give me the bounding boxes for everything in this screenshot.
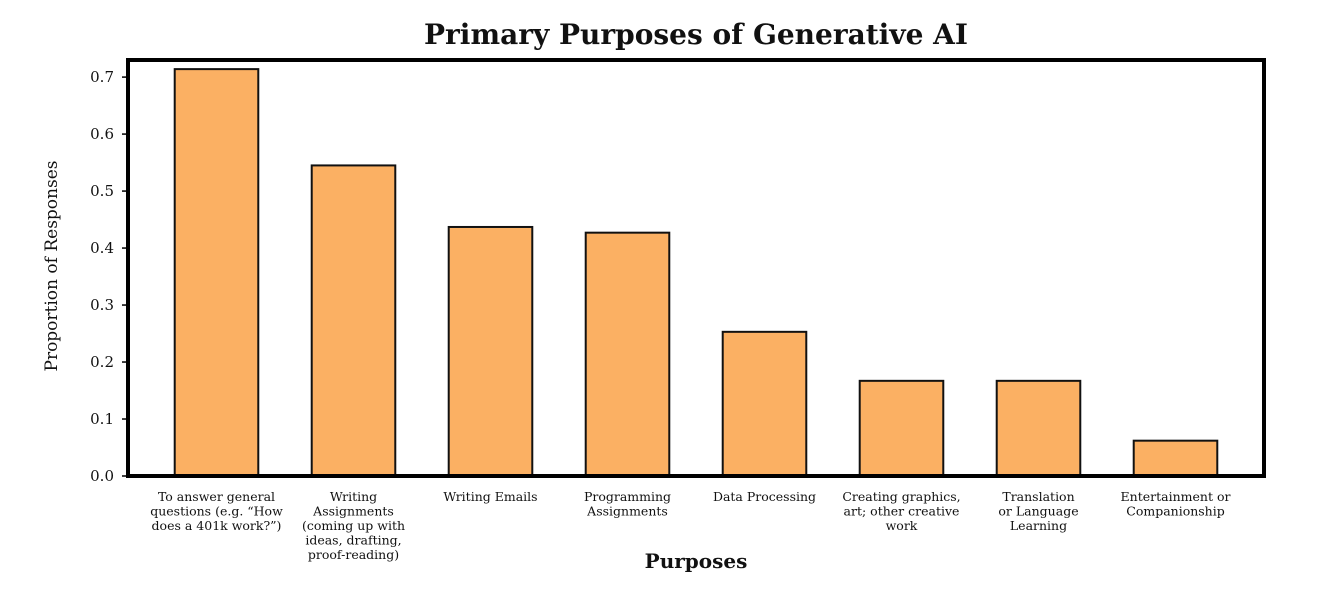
y-tick-label: 0.4: [90, 239, 114, 257]
x-category-label-line: work: [886, 518, 918, 533]
x-category-label-line: Companionship: [1126, 504, 1225, 519]
x-axis-label: Purposes: [645, 549, 748, 573]
x-category-label-line: or Language: [998, 504, 1078, 519]
x-category-label-3: Writing Emails: [443, 489, 537, 504]
x-category-label-2: Writing Assignments (coming up with ideas, …: [302, 489, 405, 562]
x-category-label-line: To answer general: [158, 489, 275, 504]
bar-5: [721, 330, 808, 477]
x-category-label-line: does a 401k work?”): [152, 518, 282, 533]
bar-2: [310, 164, 397, 477]
x-category-label-line: Learning: [1010, 518, 1067, 533]
bar-4: [584, 231, 671, 477]
y-axis-label: Proportion of Responses: [42, 161, 62, 372]
y-tick-label: 0.2: [90, 353, 114, 371]
x-category-label-line: ideas, drafting,: [305, 533, 401, 548]
x-category-label-5: Data Processing: [713, 489, 816, 504]
x-category-label-line: Data Processing: [713, 489, 816, 504]
plot-frame: [126, 58, 1266, 478]
y-tick-label: 0.1: [90, 410, 114, 428]
x-category-label-line: Writing Emails: [443, 489, 537, 504]
y-ticks-group: 0.0 0.1 0.2 0.3 0.4 0.5 0.6 0.7: [90, 68, 128, 485]
chart-title: Primary Purposes of Generative AI: [424, 18, 968, 51]
bar-8: [1132, 439, 1219, 477]
x-category-label-8: Entertainment or Companionship: [1121, 489, 1231, 519]
x-category-label-6: Creating graphics, art; other creative wor…: [842, 489, 960, 533]
x-category-label-line: Entertainment or: [1121, 489, 1231, 504]
y-tick-label: 0.6: [90, 125, 114, 143]
x-category-label-line: questions (e.g. “How: [150, 504, 283, 519]
bars-group: [173, 68, 1219, 478]
x-category-label-line: Translation: [1002, 489, 1074, 504]
x-category-label-4: Programming Assignments: [584, 489, 671, 519]
x-category-labels-group: To answer general questions (e.g. “How doe…: [150, 489, 1230, 562]
x-category-label-line: Creating graphics,: [842, 489, 960, 504]
y-tick-label: 0.3: [90, 296, 114, 314]
y-tick-label: 0.0: [90, 467, 114, 485]
x-category-label-line: Programming: [584, 489, 671, 504]
x-category-label-line: proof-reading): [308, 547, 399, 562]
bar-7: [995, 379, 1082, 478]
y-tick-label: 0.7: [90, 68, 114, 86]
x-category-label-line: (coming up with: [302, 518, 405, 533]
x-category-label-line: Assignments: [586, 504, 668, 519]
y-tick-label: 0.5: [90, 182, 114, 200]
bar-3: [447, 225, 534, 477]
x-category-label-line: Assignments: [312, 504, 394, 519]
x-category-label-7: Translation or Language Learning: [998, 489, 1078, 533]
x-category-label-line: art; other creative: [844, 504, 960, 519]
bar-1: [173, 68, 260, 478]
bar-6: [858, 379, 945, 478]
x-category-label-1: To answer general questions (e.g. “How doe…: [150, 489, 283, 533]
x-category-label-line: Writing: [330, 489, 377, 504]
